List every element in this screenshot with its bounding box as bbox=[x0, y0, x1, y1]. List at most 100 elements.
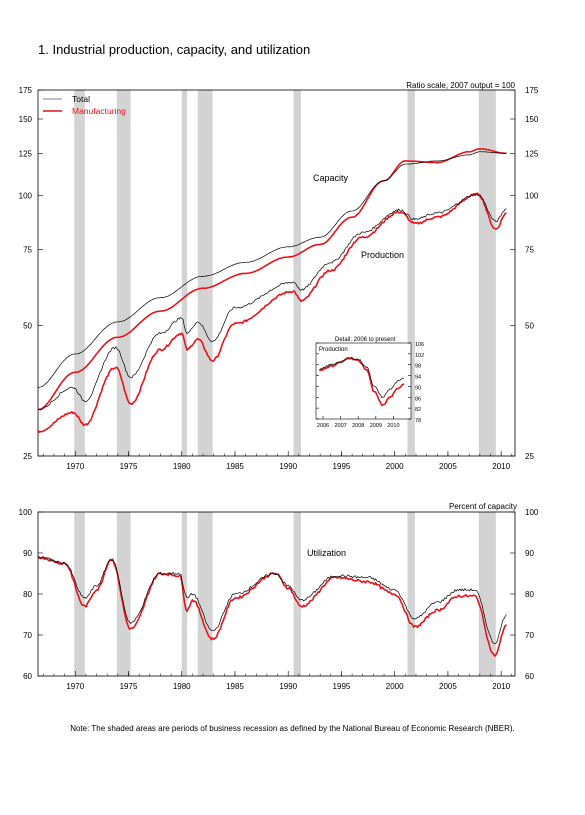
y-tick-label-right: 25 bbox=[525, 452, 534, 461]
recession-band bbox=[197, 90, 213, 456]
recession-band bbox=[197, 512, 213, 676]
x-tick-label: 2005 bbox=[439, 682, 457, 691]
x-tick-label: 1980 bbox=[173, 462, 191, 471]
x-tick-label: 1995 bbox=[333, 682, 351, 691]
x-tick-label: 2010 bbox=[387, 423, 399, 429]
figure-title: 1. Industrial production, capacity, and … bbox=[38, 42, 311, 57]
x-tick-label: 1980 bbox=[173, 682, 191, 691]
x-tick-label: 2000 bbox=[386, 682, 404, 691]
series-line-manufacturing-production bbox=[37, 192, 507, 434]
y-tick-label-right: 60 bbox=[525, 672, 534, 681]
x-tick-label: 1990 bbox=[279, 682, 297, 691]
top-axis-ticks: 25 25 50 50 75 75 100 100 125 125 150 150 175 175 1970… bbox=[19, 86, 539, 471]
x-tick-label: 1970 bbox=[66, 462, 84, 471]
x-tick-label: 2000 bbox=[386, 462, 404, 471]
y-tick-label-right: 106 bbox=[415, 342, 424, 348]
recession-band bbox=[293, 90, 301, 456]
x-tick-label: 1975 bbox=[120, 462, 138, 471]
x-tick-label: 2008 bbox=[352, 423, 364, 429]
x-tick-label: 1985 bbox=[226, 462, 244, 471]
bottom-plot-frame bbox=[37, 511, 516, 677]
y-tick-label: 100 bbox=[19, 191, 33, 200]
y-tick-label: 75 bbox=[23, 245, 32, 254]
y-tick-label: 50 bbox=[23, 322, 32, 331]
top-series-lines bbox=[37, 148, 507, 434]
recession-band bbox=[74, 512, 85, 676]
top-plot-frame bbox=[37, 89, 516, 457]
x-tick-label: 1985 bbox=[226, 682, 244, 691]
recession-band bbox=[116, 512, 131, 676]
x-tick-label: 2005 bbox=[439, 462, 457, 471]
legend-total-label: Total bbox=[72, 94, 90, 104]
bottom-recession-bands bbox=[74, 512, 496, 676]
y-tick-label: 100 bbox=[19, 508, 33, 517]
bottom-chart: 60 60 70 70 80 80 90 90 100 100 1970 1975 1980 1985 19… bbox=[19, 502, 539, 691]
utilization-label: Utilization bbox=[307, 548, 346, 558]
y-tick-label-right: 94 bbox=[415, 375, 421, 381]
y-tick-label: 175 bbox=[19, 86, 33, 95]
series-line-total bbox=[37, 555, 507, 645]
capacity-label: Capacity bbox=[313, 173, 349, 183]
y-tick-label: 80 bbox=[23, 590, 32, 599]
recession-band bbox=[181, 90, 188, 456]
y-tick-label-right: 82 bbox=[415, 407, 421, 413]
y-tick-label-right: 86 bbox=[415, 396, 421, 402]
x-tick-label: 2006 bbox=[317, 423, 329, 429]
recession-band bbox=[478, 90, 496, 456]
legend-manufacturing-label: Manufacturing bbox=[72, 106, 126, 116]
y-tick-label-right: 90 bbox=[415, 385, 421, 391]
y-tick-label-right: 78 bbox=[415, 418, 421, 424]
figure-note: Note: The shaded areas are periods of bu… bbox=[70, 724, 515, 733]
y-tick-label-right: 150 bbox=[525, 115, 539, 124]
recession-band bbox=[293, 512, 301, 676]
bottom-axis-ticks: 60 60 70 70 80 80 90 90 100 100 1970 1975 1980 1985 19… bbox=[19, 508, 539, 691]
y-tick-label: 150 bbox=[19, 115, 33, 124]
inset-axis-ticks: 78 82 86 90 94 98 102 106 2006 2007 2008 2009 2010 bbox=[316, 342, 424, 429]
bottom-series-lines bbox=[37, 555, 508, 657]
series-line-manufacturing bbox=[319, 356, 405, 407]
x-tick-label: 2007 bbox=[335, 423, 347, 429]
y-tick-label-right: 98 bbox=[415, 364, 421, 370]
y-tick-label-right: 70 bbox=[525, 631, 534, 640]
y-tick-label-right: 125 bbox=[525, 149, 539, 158]
x-tick-label: 2010 bbox=[492, 462, 510, 471]
series-line-manufacturing-capacity bbox=[37, 148, 507, 411]
y-tick-label: 60 bbox=[23, 672, 32, 681]
y-tick-label-right: 100 bbox=[525, 508, 539, 517]
inset-title: Detail: 2006 to present bbox=[335, 337, 396, 343]
recession-band bbox=[407, 90, 415, 456]
y-tick-label: 90 bbox=[23, 549, 32, 558]
series-line-total-capacity bbox=[37, 151, 507, 388]
recession-band bbox=[478, 512, 496, 676]
x-tick-label: 2009 bbox=[370, 423, 382, 429]
inset-series-lines bbox=[319, 356, 405, 407]
y-tick-label: 125 bbox=[19, 149, 33, 158]
x-tick-label: 2010 bbox=[492, 682, 510, 691]
recession-band bbox=[116, 90, 131, 456]
x-tick-label: 1990 bbox=[279, 462, 297, 471]
y-tick-label-right: 175 bbox=[525, 86, 539, 95]
y-tick-label: 70 bbox=[23, 631, 32, 640]
x-tick-label: 1995 bbox=[333, 462, 351, 471]
y-tick-label-right: 50 bbox=[525, 322, 534, 331]
y-tick-label: 25 bbox=[23, 452, 32, 461]
x-tick-label: 1975 bbox=[120, 682, 138, 691]
x-tick-label: 1970 bbox=[66, 682, 84, 691]
y-tick-label-right: 102 bbox=[415, 353, 424, 359]
production-label: Production bbox=[361, 250, 404, 260]
top-recession-bands bbox=[74, 90, 496, 456]
y-tick-label-right: 75 bbox=[525, 245, 534, 254]
y-tick-label-right: 80 bbox=[525, 590, 534, 599]
series-line-total bbox=[319, 357, 404, 398]
bottom-scale-annotation: Percent of capacity bbox=[449, 502, 517, 511]
series-line-manufacturing bbox=[37, 555, 508, 657]
series-line-total-production bbox=[37, 193, 507, 411]
inset-chart: 78 82 86 90 94 98 102 106 2006 2007 2008 2009 2010 D… bbox=[315, 337, 424, 429]
recession-band bbox=[181, 512, 188, 676]
top-scale-annotation: Ratio scale, 2007 output = 100 bbox=[406, 81, 515, 90]
top-chart: 25 25 50 50 75 75 100 100 125 125 150 150 175 175 1970… bbox=[19, 81, 539, 471]
y-tick-label-right: 90 bbox=[525, 549, 534, 558]
inset-plot-frame bbox=[315, 342, 412, 420]
recession-band bbox=[74, 90, 85, 456]
